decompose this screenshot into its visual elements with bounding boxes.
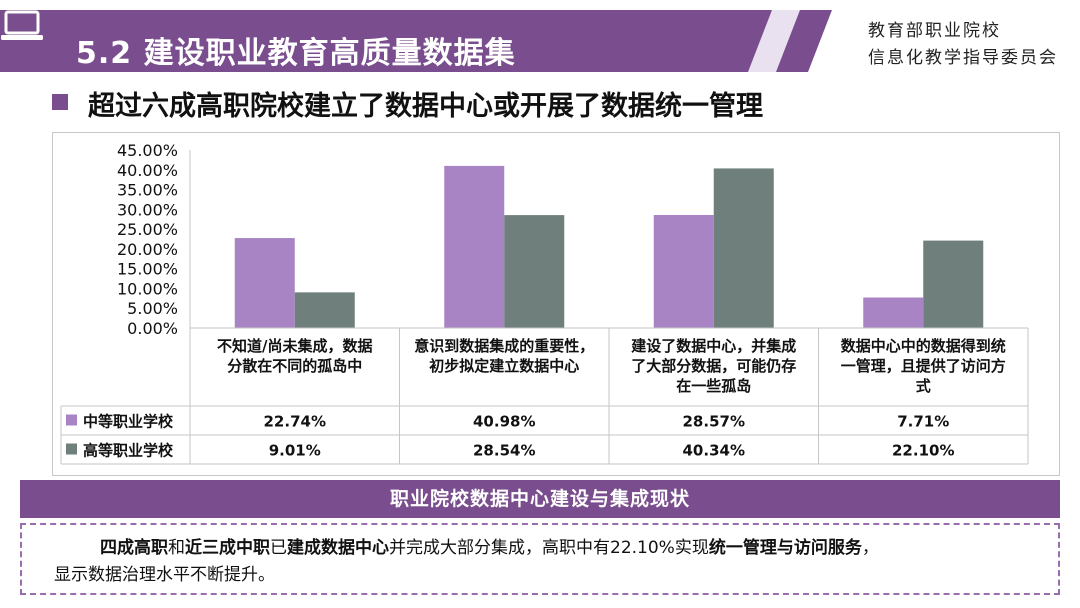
y-tick-label: 35.00% (117, 181, 178, 200)
summary-text-1: 和 (168, 538, 185, 558)
bar-1-1 (234, 238, 295, 328)
banner-shape (0, 10, 832, 72)
bar-1-4 (863, 297, 924, 328)
bar-1-3 (653, 214, 714, 328)
summary-box: 四成高职和近三成中职已建成数据中心并完成大部分集成，高职中有22.10%实现统一… (20, 523, 1060, 595)
subtitle-bullet-icon (52, 94, 68, 110)
y-tick-label: 45.00% (117, 141, 178, 160)
data-value-2-3: 40.34% (683, 442, 745, 460)
legend-label-2: 高等职业学校 (83, 442, 174, 460)
laptop-icon (1, 10, 43, 40)
summary-text-2: 已 (270, 538, 287, 558)
summary-highlight-3: 建成数据中心 (287, 538, 389, 558)
bar-1-2 (444, 165, 505, 328)
page-title: 5.2 建设职业教育高质量数据集 (76, 36, 516, 71)
chart-container: 0.00% 5.00% 10.00% 15.00% 20.00% 25.00% 30.00%… (52, 132, 1060, 476)
category-label: 数据中心中的数据得到统 (841, 337, 1006, 355)
data-value-1-1: 22.74% (264, 413, 326, 431)
legend-swatch-2 (66, 443, 77, 455)
y-tick-label: 10.00% (117, 279, 178, 298)
section-title: 职业院校数据中心建设与集成现状 (20, 480, 1060, 518)
header-banner: 5.2 建设职业教育高质量数据集 (0, 10, 832, 72)
category-label: 初步拟定建立数据中心 (429, 357, 579, 375)
bar-2-2 (504, 215, 565, 328)
data-value-1-3: 28.57% (683, 413, 745, 431)
category-label: 意识到数据集成的重要性， (414, 337, 594, 355)
category-label: 不知道/尚未集成，数据 (217, 337, 372, 355)
bar-2-4 (923, 240, 984, 328)
category-label: 在一些孤岛 (676, 377, 751, 395)
slide-subtitle: 超过六成高职院校建立了数据中心或开展了数据统一管理 (88, 91, 763, 122)
data-value-2-2: 28.54% (473, 442, 535, 460)
data-value-1-2: 40.98% (473, 413, 535, 431)
organization-name: 教育部职业院校 信息化教学指导委员会 (868, 18, 1073, 72)
summary-text-5: 显示数据治理水平不断提升。 (54, 565, 275, 585)
category-label: 一管理，且提供了访问方 (841, 357, 1006, 375)
y-tick-label: 15.00% (117, 260, 178, 279)
y-tick-label: 20.00% (117, 240, 178, 259)
bar-2-1 (294, 292, 355, 328)
y-tick-label: 40.00% (117, 161, 178, 180)
category-label: 建设了数据中心，并集成 (631, 337, 796, 355)
y-tick-label: 5.00% (127, 299, 178, 318)
summary-text-4: ， (861, 538, 879, 558)
bar-2-3 (713, 168, 774, 328)
data-value-2-4: 22.10% (892, 442, 954, 460)
category-label: 式 (916, 377, 931, 395)
summary-highlight-4: 统一管理与访问服务 (708, 538, 862, 558)
legend-swatch-1 (66, 414, 77, 426)
summary-highlight-2: 近三成中职 (185, 538, 270, 558)
y-tick-label: 30.00% (117, 200, 178, 219)
summary-text-3: 并完成大部分集成，高职中有22.10%实现 (389, 538, 709, 558)
category-label: 了大部分数据，可能仍存 (631, 357, 796, 375)
y-tick-label: 0.00% (127, 319, 178, 338)
category-label: 分散在不同的孤岛中 (227, 357, 362, 375)
bar-chart-with-data-table: 0.00%5.00%10.00%15.00%20.00%25.00%30.00%… (60, 141, 1029, 465)
data-value-2-1: 9.01% (269, 442, 321, 460)
legend-label-1: 中等职业学校 (83, 413, 174, 431)
org-line-2: 信息化教学指导委员会 (868, 48, 1058, 68)
summary-highlight-1: 四成高职 (100, 538, 168, 558)
org-line-1: 教育部职业院校 (868, 21, 1001, 41)
y-tick-label: 25.00% (117, 220, 178, 239)
data-value-1-4: 7.71% (897, 413, 949, 431)
